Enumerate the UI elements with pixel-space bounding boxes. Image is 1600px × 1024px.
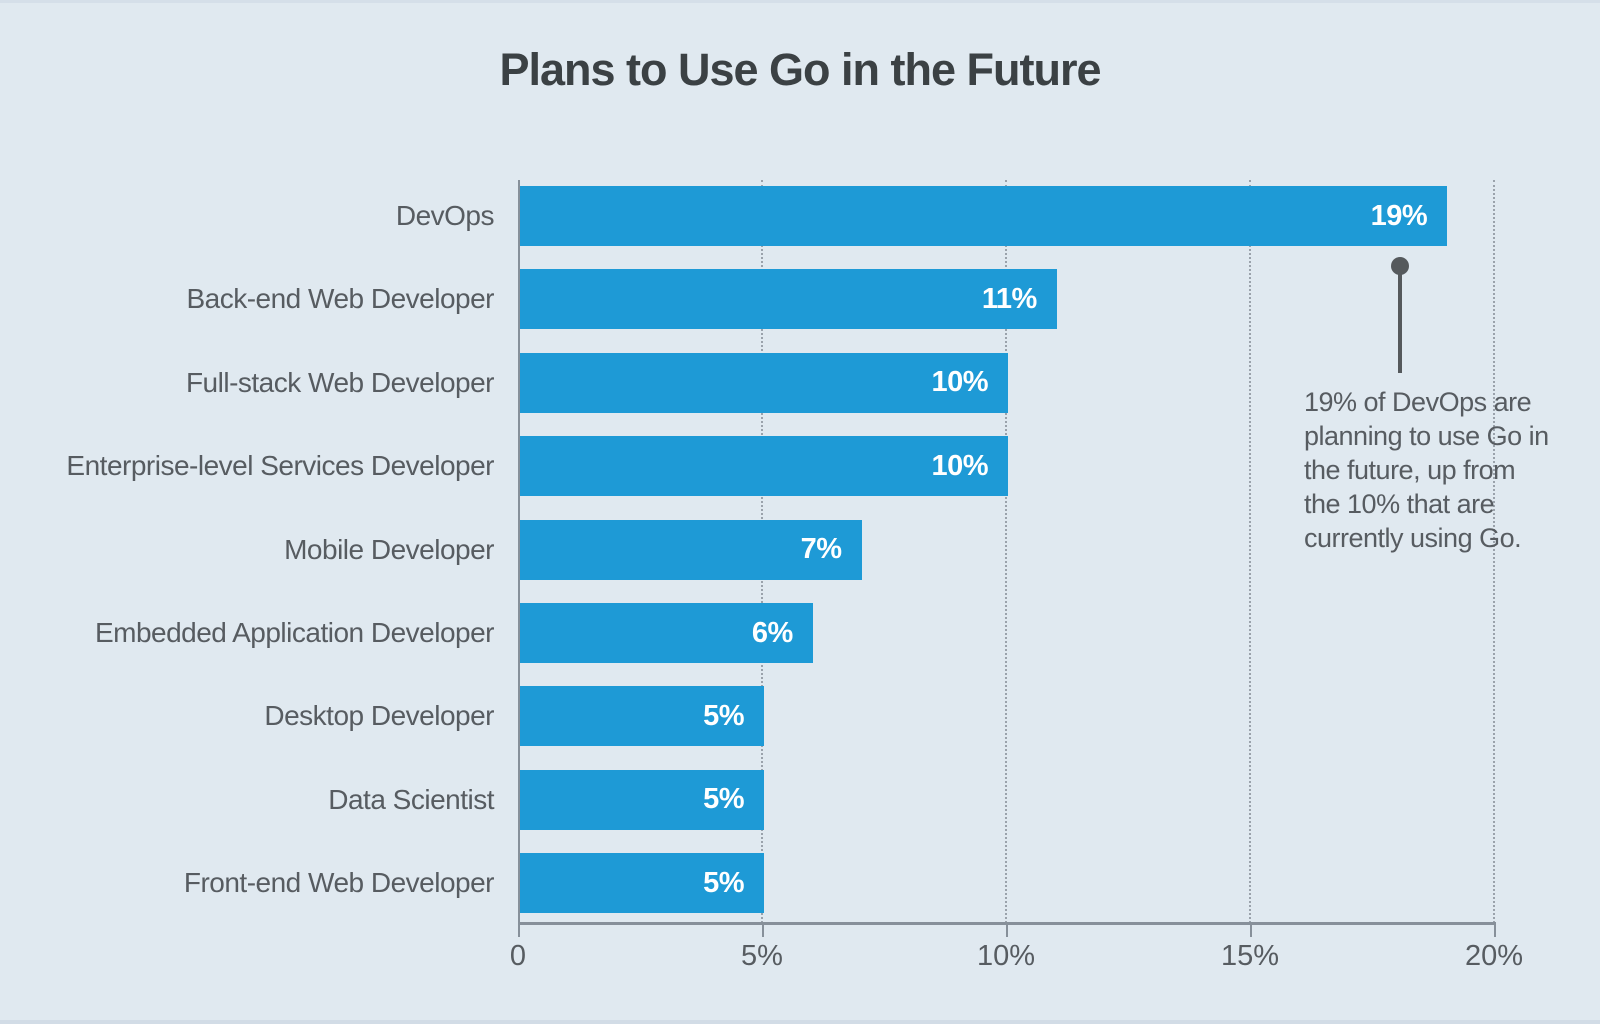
category-label: Data Scientist <box>328 783 494 815</box>
bar: 7% <box>520 519 862 580</box>
callout-line <box>1398 266 1402 373</box>
category-label: Back-end Web Developer <box>186 283 494 315</box>
category-label: DevOps <box>395 200 495 231</box>
tick-mark <box>518 923 520 937</box>
annotation-line: planning to use Go in <box>1304 421 1549 451</box>
gridline-10% <box>1005 180 1007 923</box>
bar-value-label: 10% <box>931 449 988 482</box>
annotation-line: currently using Go. <box>1304 523 1522 553</box>
tick-mark <box>1006 923 1008 937</box>
bar-value-label: 5% <box>703 866 744 899</box>
bar-value-label: 11% <box>981 282 1037 315</box>
gridline-15% <box>1249 180 1251 923</box>
bar: 6% <box>520 603 813 663</box>
category-label: Front-end Web Developer <box>183 867 495 899</box>
plot-area: 0 5% 10% 15% 20% 19% 11% 10% 10% 7% 6% 5% 5% 5% <box>510 180 1523 972</box>
tick-mark <box>762 923 764 937</box>
tick-label: 15% <box>1220 940 1280 972</box>
y-axis-line <box>518 180 520 923</box>
category-label: Embedded Application Developer <box>94 617 495 648</box>
top-edge-strip <box>0 0 1600 3</box>
tick-label: 10% <box>976 940 1036 972</box>
chart-title: Plans to Use Go in the Future <box>499 44 1101 95</box>
annotation-line: 19% of DevOps are <box>1304 387 1532 417</box>
annotation-line: the future, up from <box>1304 455 1516 485</box>
annotation-text: 19% of DevOps are planning to use Go in th… <box>1304 385 1549 555</box>
bar-value-label: 7% <box>800 533 842 566</box>
bar-value-label: 10% <box>931 366 988 399</box>
bar-value-label: 19% <box>1370 199 1428 232</box>
bar-value-label: 6% <box>751 616 793 649</box>
category-label: Full-stack Web Developer <box>185 366 495 398</box>
bar: 19% <box>520 186 1448 246</box>
bar-value-label: 5% <box>703 699 744 732</box>
callout-dot-icon <box>1391 257 1409 275</box>
tick-mark <box>1250 923 1252 937</box>
bar-value-label: 5% <box>703 783 744 816</box>
bottom-edge-strip <box>0 1020 1600 1024</box>
bar: 10% <box>520 436 1008 497</box>
category-label: Mobile Developer <box>284 533 494 565</box>
tick-label: 20% <box>1464 940 1524 972</box>
category-label: Desktop Developer <box>264 700 494 732</box>
tick-mark <box>1494 923 1496 937</box>
bar: 5% <box>520 686 764 747</box>
bar: 10% <box>520 352 1008 413</box>
bar: 5% <box>520 769 764 830</box>
category-label: Enterprise-level Services Developer <box>66 450 494 482</box>
bar: 5% <box>520 853 764 914</box>
tick-label: 0 <box>509 940 527 972</box>
gridline-20% <box>1493 180 1495 923</box>
tick-label: 5% <box>741 940 783 972</box>
annotation-line: the 10% that are <box>1304 489 1495 519</box>
bar: 11% <box>520 269 1057 330</box>
